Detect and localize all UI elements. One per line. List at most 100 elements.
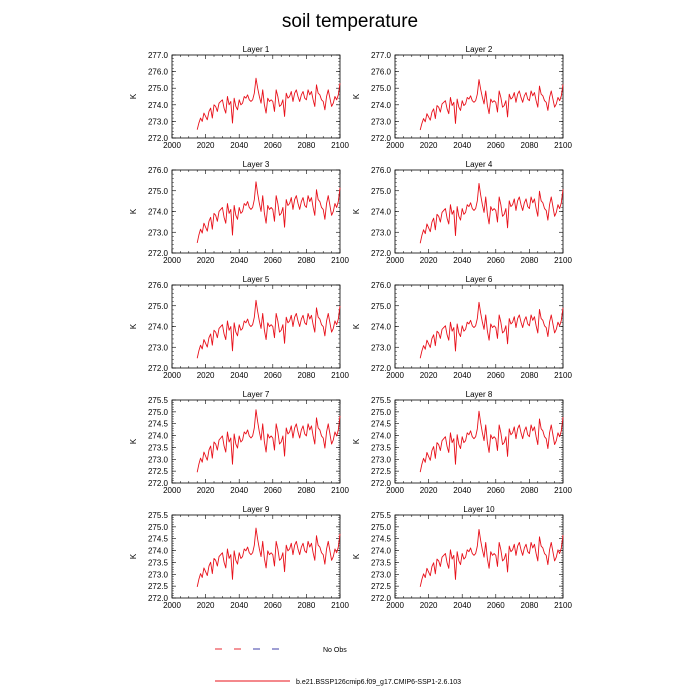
x-tick-label: 2020 (197, 256, 215, 265)
x-tick-label: 2000 (163, 256, 181, 265)
y-tick-label: 274.0 (371, 432, 392, 441)
y-tick-label: 273.0 (371, 228, 392, 237)
y-axis-label: K (129, 323, 138, 329)
y-tick-label: 272.0 (371, 134, 392, 143)
x-tick-label: 2100 (331, 486, 349, 495)
panel-layer-4: Layer 4 2000 2020 2040 2060 2080 2100 272.0 273.… (352, 160, 572, 265)
y-tick-label: 275.5 (148, 511, 169, 520)
y-tick-label: 273.0 (148, 570, 169, 579)
x-tick-label: 2080 (298, 141, 316, 150)
x-tick-label: 2020 (420, 256, 438, 265)
panel-title: Layer 1 (243, 45, 270, 54)
x-tick-label: 2000 (163, 371, 181, 380)
plot-frame (394, 54, 564, 139)
x-tick-label: 2100 (331, 601, 349, 610)
y-tick-label: 275.0 (148, 523, 169, 532)
x-tick-label: 2100 (554, 371, 572, 380)
y-tick-label: 273.5 (371, 558, 392, 567)
y-axis-label: K (129, 208, 138, 214)
x-tick-label: 2000 (163, 141, 181, 150)
panel-layer-8: Layer 8 2000 2020 2040 2060 2080 2100 272.0 272.… (352, 390, 572, 495)
x-tick-label: 2060 (264, 486, 282, 495)
y-tick-label: 274.0 (148, 323, 169, 332)
x-tick-label: 2040 (230, 141, 248, 150)
y-tick-label: 272.0 (148, 594, 169, 603)
series-line (196, 77, 341, 130)
x-tick-label: 2080 (521, 141, 539, 150)
x-tick-label: 2020 (420, 601, 438, 610)
y-tick-label: 275.0 (148, 408, 169, 417)
y-tick-label: 274.5 (148, 420, 169, 429)
x-tick-label: 2040 (230, 256, 248, 265)
y-tick-label: 272.0 (371, 594, 392, 603)
y-tick-label: 276.0 (148, 166, 169, 175)
y-tick-label: 274.0 (148, 547, 169, 556)
x-tick-label: 2020 (197, 141, 215, 150)
x-tick-label: 2060 (264, 371, 282, 380)
x-tick-label: 2000 (386, 486, 404, 495)
x-tick-label: 2000 (386, 601, 404, 610)
y-tick-label: 274.0 (371, 101, 392, 110)
y-tick-label: 272.5 (371, 467, 392, 476)
y-tick-label: 272.5 (148, 582, 169, 591)
y-axis-label: K (129, 93, 138, 99)
series-line (196, 181, 341, 244)
y-tick-label: 273.0 (371, 570, 392, 579)
x-tick-label: 2100 (331, 371, 349, 380)
y-tick-label: 277.0 (148, 51, 169, 60)
panel-layer-6: Layer 6 2000 2020 2040 2060 2080 2100 272.0 273.… (352, 275, 572, 380)
x-tick-label: 2080 (298, 486, 316, 495)
plot-frame (171, 54, 341, 139)
panel-title: Layer 6 (466, 275, 493, 284)
x-tick-label: 2100 (554, 601, 572, 610)
legend-model-label: b.e21.BSSP126cmip6.f09_g17.CMIP6-SSP1-2.… (296, 679, 461, 686)
x-tick-label: 2060 (487, 486, 505, 495)
legend-no-obs-label: No Obs (323, 647, 347, 654)
panel-layer-1: Layer 1 2000 2020 2040 2060 2080 2100 272.0 273.… (129, 45, 349, 150)
y-tick-label: 272.0 (148, 249, 169, 258)
x-tick-label: 2000 (386, 141, 404, 150)
x-tick-label: 2020 (197, 601, 215, 610)
y-tick-label: 273.5 (371, 443, 392, 452)
x-tick-label: 2040 (453, 371, 471, 380)
panel-layer-2: Layer 2 2000 2020 2040 2060 2080 2100 272.0 273.… (352, 45, 572, 150)
x-tick-label: 2020 (197, 486, 215, 495)
x-tick-label: 2060 (487, 256, 505, 265)
x-tick-label: 2060 (487, 601, 505, 610)
y-tick-label: 272.0 (371, 249, 392, 258)
y-tick-label: 273.0 (148, 117, 169, 126)
y-tick-label: 276.0 (148, 281, 169, 290)
x-tick-label: 2100 (331, 256, 349, 265)
series-line (196, 299, 341, 359)
x-tick-label: 2040 (230, 601, 248, 610)
x-tick-label: 2060 (487, 141, 505, 150)
y-tick-label: 273.0 (148, 228, 169, 237)
series-line (196, 409, 341, 473)
y-tick-label: 275.0 (148, 302, 169, 311)
legend: No Obs b.e21.BSSP126cmip6.f09_g17.CMIP6-… (215, 647, 461, 686)
y-tick-label: 275.0 (371, 523, 392, 532)
panel-layer-3: Layer 3 2000 2020 2040 2060 2080 2100 272.0 273.… (129, 160, 349, 265)
y-tick-label: 274.0 (148, 208, 169, 217)
x-tick-label: 2060 (264, 601, 282, 610)
x-tick-label: 2040 (453, 601, 471, 610)
panel-title: Layer 5 (243, 275, 270, 284)
panel-layer-7: Layer 7 2000 2020 2040 2060 2080 2100 272.0 272.… (129, 390, 349, 495)
panel-title: Layer 7 (243, 390, 270, 399)
x-tick-label: 2020 (420, 371, 438, 380)
x-tick-label: 2000 (386, 371, 404, 380)
y-tick-label: 273.5 (148, 558, 169, 567)
panel-title: Layer 2 (466, 45, 493, 54)
x-tick-label: 2080 (521, 486, 539, 495)
x-tick-label: 2040 (453, 256, 471, 265)
y-tick-label: 275.0 (371, 408, 392, 417)
x-tick-label: 2100 (554, 141, 572, 150)
x-tick-label: 2000 (386, 256, 404, 265)
x-tick-label: 2060 (264, 141, 282, 150)
panel-title: Layer 8 (466, 390, 493, 399)
y-tick-label: 274.0 (371, 547, 392, 556)
x-tick-label: 2040 (230, 371, 248, 380)
y-tick-label: 275.0 (371, 187, 392, 196)
y-axis-label: K (352, 438, 361, 444)
series-line (419, 183, 564, 244)
